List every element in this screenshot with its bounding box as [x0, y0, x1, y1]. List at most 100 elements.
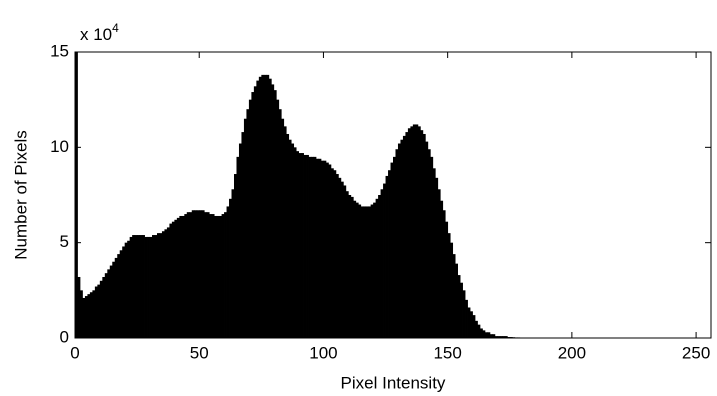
- bar: [340, 181, 344, 338]
- bar: [345, 191, 349, 338]
- bar: [477, 324, 481, 338]
- bar: [301, 153, 304, 338]
- bar: [124, 242, 128, 338]
- bar: [333, 170, 337, 338]
- bar: [313, 156, 317, 338]
- bar: [288, 139, 292, 338]
- bar: [276, 99, 280, 339]
- x-axis-label: Pixel Intensity: [341, 373, 446, 392]
- bar: [196, 210, 200, 338]
- bar: [268, 78, 272, 339]
- bar: [499, 336, 503, 338]
- bar: [286, 133, 290, 338]
- bar: [338, 177, 342, 338]
- bar: [353, 200, 357, 338]
- bar: [236, 156, 240, 338]
- bar: [171, 221, 175, 338]
- bar: [132, 235, 136, 338]
- bar: [152, 235, 155, 338]
- y-multiplier-base: x 10: [80, 25, 112, 44]
- bar: [102, 276, 106, 338]
- bar: [84, 296, 88, 338]
- bar: [460, 282, 463, 338]
- bar: [134, 235, 138, 338]
- bar: [77, 276, 81, 338]
- bar: [407, 128, 411, 338]
- bar: [82, 297, 86, 338]
- bar: [107, 269, 111, 338]
- bar: [278, 109, 282, 338]
- bar: [159, 233, 163, 338]
- bar: [204, 212, 208, 338]
- bar: [186, 212, 190, 338]
- bar: [119, 250, 123, 338]
- bar: [261, 74, 265, 338]
- bar: [211, 214, 215, 338]
- bar: [452, 254, 456, 338]
- bar: [484, 332, 488, 338]
- bar: [412, 124, 416, 338]
- bar: [442, 210, 446, 338]
- bar: [114, 257, 118, 338]
- bar: [365, 206, 369, 338]
- bar: [306, 154, 309, 338]
- bar: [405, 132, 409, 338]
- bar: [87, 294, 91, 338]
- x-tick-label: 150: [433, 343, 461, 362]
- bar: [467, 307, 471, 338]
- bar: [462, 290, 466, 338]
- bar: [479, 328, 483, 338]
- bar: [447, 233, 451, 338]
- bar: [402, 135, 406, 338]
- y-tick-label: 0: [60, 327, 69, 346]
- bar: [209, 214, 213, 338]
- bar: [373, 202, 377, 338]
- bar: [420, 130, 424, 338]
- y-tick-label: 15: [50, 41, 69, 60]
- bar: [184, 214, 188, 338]
- bar: [494, 336, 498, 338]
- bar: [415, 124, 419, 338]
- bar: [465, 299, 468, 338]
- bar: [328, 164, 332, 338]
- bar: [201, 210, 205, 338]
- bar: [263, 74, 267, 338]
- bar: [229, 198, 232, 338]
- bar: [89, 292, 93, 338]
- bar: [104, 273, 108, 338]
- bar: [142, 235, 145, 338]
- bar: [298, 153, 302, 338]
- bar: [455, 263, 458, 338]
- bar: [504, 336, 508, 338]
- bar: [258, 76, 262, 338]
- bar: [422, 133, 426, 338]
- bar: [174, 219, 178, 338]
- bar: [395, 149, 399, 338]
- bar: [266, 74, 270, 338]
- bar: [137, 235, 140, 338]
- bar: [97, 284, 101, 338]
- bar: [348, 195, 352, 338]
- bar: [502, 336, 506, 338]
- bar: [487, 332, 491, 338]
- bar: [75, 52, 78, 338]
- bar: [330, 168, 334, 338]
- bar: [283, 126, 287, 338]
- bar: [296, 151, 299, 338]
- bar: [335, 174, 339, 338]
- x-tick-label: 100: [309, 343, 337, 362]
- bar: [109, 265, 113, 338]
- bar: [181, 215, 185, 338]
- bar: [315, 158, 319, 338]
- x-tick-label: 50: [190, 343, 209, 362]
- x-tick-label: 0: [70, 343, 79, 362]
- bar: [497, 336, 501, 338]
- bar: [410, 126, 414, 338]
- bar: [390, 162, 394, 338]
- bar: [216, 215, 220, 338]
- bar: [226, 206, 230, 338]
- bar: [189, 212, 193, 338]
- bar: [311, 156, 314, 338]
- bar: [375, 198, 379, 338]
- bar: [117, 254, 121, 338]
